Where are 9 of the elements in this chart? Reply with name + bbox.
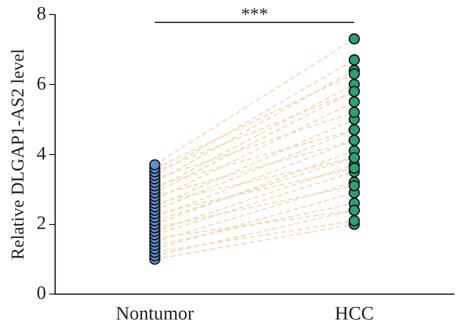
- y-axis-title: Relative DLGAP1-AS2 level: [8, 48, 28, 260]
- y-tick-label: 8: [36, 3, 46, 24]
- annotation: ***: [241, 4, 268, 24]
- y-tick-label: 4: [36, 143, 47, 164]
- x-tick-label: HCC: [334, 304, 374, 325]
- x-tick-label: Nontumor: [116, 304, 195, 325]
- y-tick-label: 2: [36, 213, 46, 234]
- y-tick-label: 0: [36, 283, 46, 304]
- y-tick-label: 6: [36, 73, 46, 94]
